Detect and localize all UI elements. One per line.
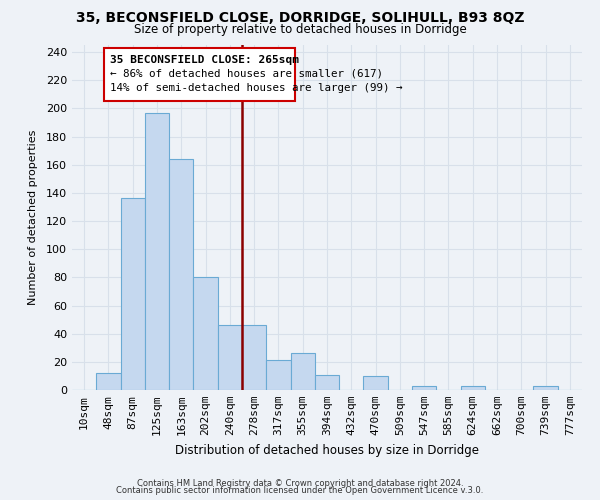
Text: ← 86% of detached houses are smaller (617): ← 86% of detached houses are smaller (61… bbox=[110, 69, 383, 79]
X-axis label: Distribution of detached houses by size in Dorridge: Distribution of detached houses by size … bbox=[175, 444, 479, 456]
Text: Contains public sector information licensed under the Open Government Licence v.: Contains public sector information licen… bbox=[116, 486, 484, 495]
Bar bbox=[412, 386, 436, 390]
Bar bbox=[364, 376, 388, 390]
Bar bbox=[145, 112, 169, 390]
Text: Size of property relative to detached houses in Dorridge: Size of property relative to detached ho… bbox=[134, 22, 466, 36]
Bar bbox=[533, 386, 558, 390]
Bar bbox=[315, 374, 339, 390]
Text: 35 BECONSFIELD CLOSE: 265sqm: 35 BECONSFIELD CLOSE: 265sqm bbox=[110, 55, 299, 65]
Bar bbox=[242, 325, 266, 390]
Bar bbox=[266, 360, 290, 390]
Y-axis label: Number of detached properties: Number of detached properties bbox=[28, 130, 38, 305]
FancyBboxPatch shape bbox=[104, 48, 295, 102]
Bar bbox=[96, 373, 121, 390]
Bar bbox=[218, 325, 242, 390]
Bar bbox=[193, 278, 218, 390]
Bar bbox=[121, 198, 145, 390]
Bar bbox=[461, 386, 485, 390]
Bar bbox=[290, 354, 315, 390]
Text: Contains HM Land Registry data © Crown copyright and database right 2024.: Contains HM Land Registry data © Crown c… bbox=[137, 478, 463, 488]
Text: 14% of semi-detached houses are larger (99) →: 14% of semi-detached houses are larger (… bbox=[110, 83, 402, 93]
Text: 35, BECONSFIELD CLOSE, DORRIDGE, SOLIHULL, B93 8QZ: 35, BECONSFIELD CLOSE, DORRIDGE, SOLIHUL… bbox=[76, 12, 524, 26]
Bar bbox=[169, 159, 193, 390]
